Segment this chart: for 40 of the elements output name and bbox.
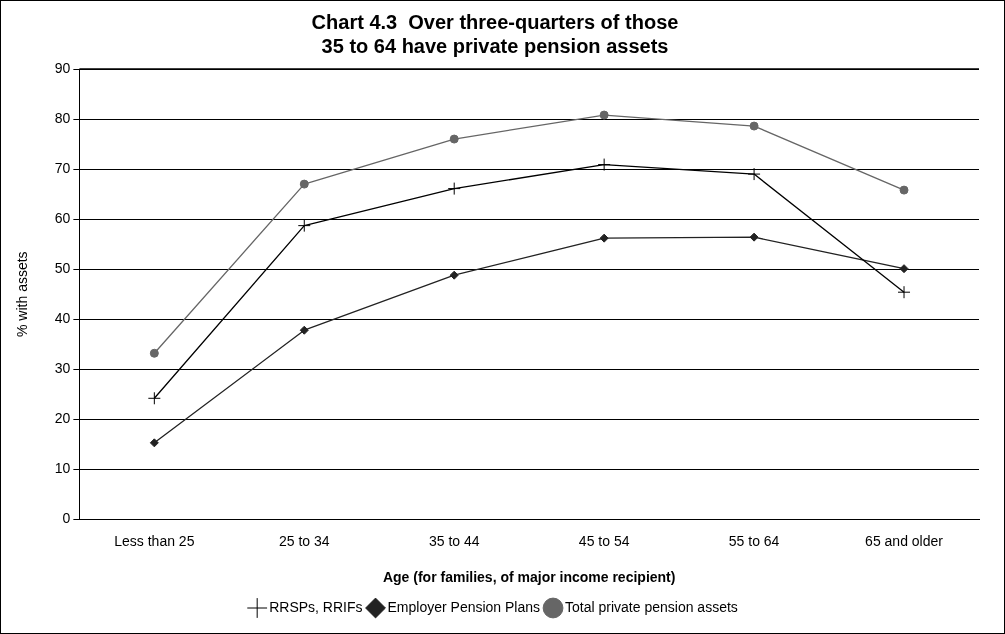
x-tick-label: 65 and older xyxy=(865,532,944,549)
point xyxy=(149,348,159,358)
y-tick-label: 30 xyxy=(54,360,71,377)
point xyxy=(299,325,309,335)
x-tick-label: 25 to 34 xyxy=(278,532,330,549)
y-tick-label: 10 xyxy=(54,460,71,477)
y-tick-label: 60 xyxy=(54,209,71,226)
point xyxy=(749,121,759,131)
y-tick-label: 80 xyxy=(54,109,71,126)
point xyxy=(147,391,161,405)
point xyxy=(749,232,759,242)
point xyxy=(599,110,609,120)
x-tick-label: 55 to 64 xyxy=(728,532,780,549)
chart-title: Chart 4.3 Over three-quarters of those 35 to 64 have private pension assets xyxy=(311,10,679,57)
y-tick-label: 70 xyxy=(54,159,71,176)
x-tick-label: 45 to 54 xyxy=(578,532,630,549)
x-axis-title: Age (for families, of major income recipient) xyxy=(382,569,676,586)
point xyxy=(597,158,611,172)
point xyxy=(297,219,311,233)
x-tick-label: 35 to 44 xyxy=(428,532,480,549)
x-tick-label: Less than 25 xyxy=(114,532,195,549)
y-tick-label: 40 xyxy=(54,310,71,327)
point xyxy=(449,270,459,280)
legend-label: Employer Pension Plans xyxy=(387,598,541,615)
point xyxy=(449,134,459,144)
point xyxy=(599,233,609,243)
point xyxy=(299,179,309,189)
point xyxy=(899,185,909,195)
point xyxy=(747,167,761,181)
legend-label: Total private pension assets xyxy=(565,598,738,615)
y-tick-label: 50 xyxy=(54,260,71,277)
legend-label: RRSPs, RRIFs xyxy=(269,598,363,615)
point xyxy=(899,264,909,274)
y-tick-label: 20 xyxy=(54,410,71,427)
point xyxy=(447,182,461,196)
point xyxy=(897,285,911,299)
y-axis-title: % with assets xyxy=(14,251,31,337)
y-tick-label: 90 xyxy=(54,59,71,76)
y-tick-label: 0 xyxy=(62,510,71,527)
point xyxy=(149,438,159,448)
